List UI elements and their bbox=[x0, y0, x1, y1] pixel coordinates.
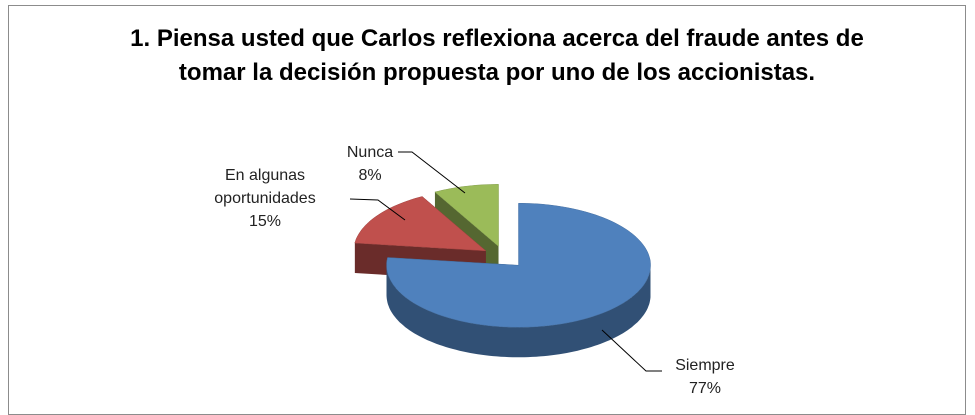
leader-line bbox=[601, 329, 662, 372]
leader-line bbox=[349, 198, 406, 221]
pie-slice bbox=[354, 196, 487, 252]
value-label: 8% bbox=[358, 167, 382, 184]
leader-line bbox=[398, 151, 466, 194]
slice-side bbox=[386, 265, 651, 358]
chart-title: 1. Piensa usted que Carlos reflexiona ac… bbox=[130, 25, 864, 86]
pie-slice bbox=[386, 203, 651, 328]
value-label: 15% bbox=[248, 213, 282, 230]
pie-slice bbox=[434, 184, 499, 247]
category-label: Siempre bbox=[675, 357, 735, 374]
value-label: 77% bbox=[688, 380, 722, 397]
slice-label: Nunca 8% bbox=[330, 141, 410, 187]
slice-label: Siempre 77% bbox=[660, 354, 750, 400]
category-label: En algunas oportunidades bbox=[214, 167, 316, 207]
category-label: Nunca bbox=[346, 144, 394, 161]
slice-label: En algunas oportunidades 15% bbox=[200, 164, 330, 233]
